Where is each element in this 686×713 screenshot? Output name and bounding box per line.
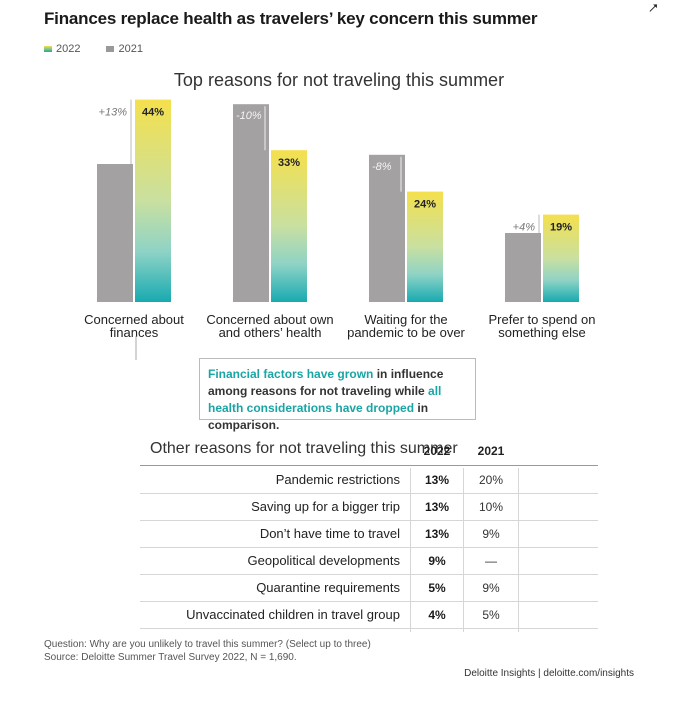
row-value-2022: 13% [424, 527, 450, 541]
bar-2022 [407, 191, 443, 302]
table-body: Pandemic restrictions 13% 20% Saving up … [140, 467, 598, 629]
row-value-2022: 9% [428, 554, 446, 568]
callout-highlight-2: all health considerations have dropped [208, 384, 442, 415]
table-row: Quarantine requirements 5% 9% [140, 575, 598, 602]
category-label: Prefer to spend on [489, 312, 596, 327]
change-label: +13% [99, 107, 128, 119]
bar-2022 [543, 214, 579, 302]
callout-highlight-1: Financial factors have grown [208, 367, 374, 381]
category-label: and others’ health [219, 325, 322, 340]
table-header-rule [140, 465, 598, 466]
category-label: pandemic to be over [347, 325, 465, 340]
footnote: Question: Why are you unlikely to travel… [44, 638, 371, 664]
legend-label-2021: 2021 [118, 43, 143, 55]
change-label: -8% [372, 161, 392, 173]
row-label: Don’t have time to travel [259, 526, 400, 541]
table-row: Unvaccinated children in travel group 4%… [140, 602, 598, 629]
row-value-2021: 9% [482, 527, 500, 541]
row-value-2021: 10% [478, 500, 504, 514]
bar-2022 [271, 150, 307, 302]
bar-2021 [233, 104, 269, 302]
share-icon[interactable]: ⭧ [648, 0, 658, 16]
chart-title: Top reasons for not traveling this summe… [174, 70, 504, 90]
legend-item-2021: 2021 [106, 43, 143, 55]
page-title: Finances replace health as travelers’ ke… [44, 9, 538, 28]
callout-connector [135, 336, 137, 360]
bar-2021 [369, 154, 405, 302]
row-value-2022: 5% [428, 581, 446, 595]
table-header-2021: 2021 [477, 444, 505, 458]
row-value-2021: 20% [478, 473, 504, 487]
row-value-2021: — [485, 554, 497, 568]
table-divider [410, 468, 411, 632]
bar-2021 [97, 164, 133, 302]
category-label: Waiting for the [364, 312, 447, 327]
table-row: Geopolitical developments 9% — [140, 548, 598, 575]
data-label-2022: 24% [414, 199, 436, 211]
legend-swatch-2022 [44, 46, 52, 52]
footnote-source: Source: Deloitte Summer Travel Survey 20… [44, 652, 297, 663]
table-row: Pandemic restrictions 13% 20% [140, 467, 598, 494]
callout-box: Financial factors have grown in influenc… [199, 358, 476, 432]
callout-text-1: in influence among reasons for not trave… [208, 367, 444, 398]
footnote-question: Question: Why are you unlikely to travel… [44, 639, 371, 650]
data-label-2022: 44% [142, 107, 164, 119]
legend-item-2022: 2022 [44, 43, 80, 55]
table-row: Saving up for a bigger trip 13% 10% [140, 494, 598, 521]
legend: 2022 2021 [44, 43, 143, 55]
change-label: -10% [236, 110, 262, 122]
category-label: Concerned about own [206, 312, 333, 327]
data-label-2022: 19% [550, 222, 572, 234]
change-label: +4% [513, 222, 536, 234]
category-label: something else [498, 325, 585, 340]
credit-line: Deloitte Insights | deloitte.com/insight… [464, 668, 634, 679]
callout-text-2: in comparison. [208, 401, 429, 432]
row-value-2021: 9% [482, 581, 500, 595]
legend-label-2022: 2022 [56, 43, 81, 55]
legend-swatch-2021 [106, 46, 115, 52]
row-label: Saving up for a bigger trip [251, 499, 400, 514]
row-value-2022: 13% [424, 500, 450, 514]
row-value-2022: 13% [424, 473, 450, 487]
bar-chart: Top reasons for not traveling this summe… [84, 70, 596, 360]
bar-2021 [505, 233, 541, 302]
category-label: Concerned about [84, 312, 184, 327]
table-divider [463, 468, 464, 632]
row-label: Unvaccinated children in travel group [186, 607, 400, 622]
table-header-2022: 2022 [423, 444, 451, 458]
table-divider [518, 468, 519, 632]
row-label: Pandemic restrictions [275, 472, 400, 487]
table-title: Other reasons for not traveling this sum… [150, 440, 458, 457]
category-label: finances [110, 325, 159, 340]
row-value-2022: 4% [428, 608, 446, 622]
row-label: Quarantine requirements [256, 580, 400, 595]
bar-2022 [135, 99, 171, 302]
data-label-2022: 33% [278, 157, 300, 169]
table-row: Don’t have time to travel 13% 9% [140, 521, 598, 548]
row-label: Geopolitical developments [247, 553, 400, 568]
row-value-2021: 5% [482, 608, 500, 622]
